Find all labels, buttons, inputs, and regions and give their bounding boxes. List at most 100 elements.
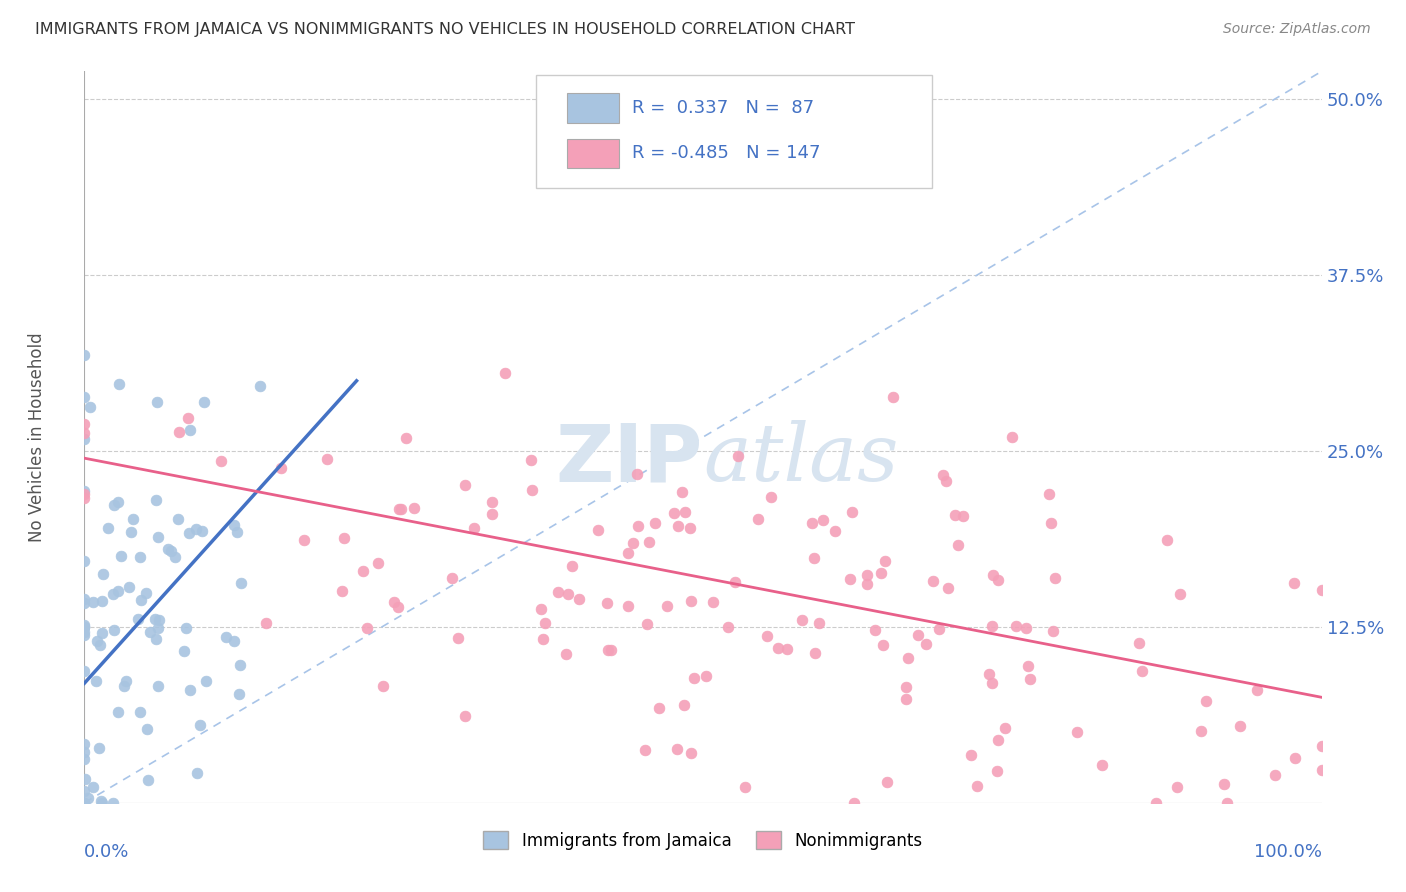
Point bbox=[1284, 750, 1306, 764]
Point bbox=[980, 676, 1002, 690]
Point bbox=[73, 484, 96, 499]
Point bbox=[1130, 664, 1153, 678]
Point bbox=[352, 564, 374, 578]
Point bbox=[755, 629, 778, 643]
Point bbox=[946, 537, 969, 551]
Point bbox=[194, 673, 217, 688]
Point bbox=[1038, 486, 1060, 500]
Point bbox=[824, 524, 846, 539]
Point bbox=[73, 491, 96, 505]
Point bbox=[915, 637, 938, 651]
Point bbox=[671, 485, 693, 500]
Point bbox=[73, 737, 96, 751]
Point bbox=[986, 764, 1008, 779]
Point bbox=[727, 450, 749, 464]
Point bbox=[129, 549, 152, 564]
Point bbox=[547, 584, 569, 599]
Point bbox=[1043, 571, 1066, 585]
Point bbox=[1282, 575, 1305, 590]
Point bbox=[882, 390, 904, 404]
Point bbox=[1246, 682, 1268, 697]
Point bbox=[666, 519, 689, 533]
Point bbox=[876, 774, 898, 789]
Point bbox=[73, 784, 96, 798]
Point bbox=[179, 423, 201, 437]
Point bbox=[626, 467, 648, 481]
Point bbox=[1001, 430, 1024, 444]
Point bbox=[228, 686, 250, 700]
Point bbox=[143, 612, 166, 626]
Point bbox=[139, 624, 162, 639]
Point bbox=[1091, 757, 1114, 772]
Point bbox=[983, 567, 1005, 582]
Point bbox=[167, 512, 190, 526]
Point bbox=[555, 648, 578, 662]
Point bbox=[404, 500, 426, 515]
Point bbox=[90, 796, 112, 810]
FancyBboxPatch shape bbox=[567, 138, 619, 168]
Point bbox=[73, 554, 96, 568]
Point bbox=[107, 583, 129, 598]
Point bbox=[657, 599, 679, 614]
Point bbox=[481, 494, 503, 508]
Point bbox=[596, 597, 619, 611]
Point bbox=[568, 591, 591, 606]
Point bbox=[856, 577, 879, 591]
Point bbox=[800, 516, 823, 531]
Point bbox=[454, 478, 477, 492]
Point bbox=[747, 511, 769, 525]
Point bbox=[120, 524, 142, 539]
Point bbox=[73, 620, 96, 634]
Point bbox=[534, 616, 557, 631]
Text: No Vehicles in Household: No Vehicles in Household bbox=[28, 332, 46, 542]
Point bbox=[118, 580, 141, 594]
Point bbox=[73, 796, 96, 810]
Point bbox=[617, 546, 640, 560]
Point bbox=[222, 517, 245, 532]
Point bbox=[1216, 796, 1239, 810]
Point bbox=[103, 624, 125, 638]
Point bbox=[775, 642, 797, 657]
Point bbox=[872, 638, 894, 652]
Point bbox=[897, 651, 920, 665]
Text: Source: ZipAtlas.com: Source: ZipAtlas.com bbox=[1223, 22, 1371, 37]
Point bbox=[977, 667, 1000, 681]
Point bbox=[73, 348, 96, 362]
Point bbox=[673, 505, 696, 519]
Point bbox=[586, 523, 609, 537]
Point bbox=[382, 595, 405, 609]
Point bbox=[356, 621, 378, 635]
Point bbox=[494, 367, 516, 381]
Point bbox=[855, 567, 877, 582]
Point bbox=[648, 701, 671, 715]
Point bbox=[561, 559, 583, 574]
Point bbox=[122, 512, 145, 526]
Point bbox=[717, 620, 740, 634]
Point bbox=[330, 584, 353, 599]
Point bbox=[101, 587, 124, 601]
Point bbox=[531, 632, 554, 646]
Point bbox=[520, 453, 543, 467]
Point bbox=[994, 721, 1017, 735]
Point bbox=[84, 674, 107, 689]
Point bbox=[148, 613, 170, 627]
Point bbox=[807, 616, 830, 631]
Point bbox=[146, 621, 169, 635]
Point bbox=[128, 705, 150, 719]
Point bbox=[136, 772, 159, 787]
Point bbox=[169, 425, 191, 440]
Point bbox=[841, 505, 863, 519]
Point bbox=[73, 752, 96, 766]
Point bbox=[766, 640, 789, 655]
Point bbox=[367, 556, 389, 570]
Point bbox=[136, 722, 159, 736]
Point bbox=[179, 683, 201, 698]
Point bbox=[191, 524, 214, 538]
Point bbox=[82, 595, 104, 609]
Point bbox=[73, 772, 96, 786]
Point bbox=[215, 631, 238, 645]
Point bbox=[1229, 719, 1251, 733]
Point bbox=[987, 573, 1010, 587]
Text: R = -0.485   N = 147: R = -0.485 N = 147 bbox=[633, 145, 821, 162]
Point bbox=[679, 521, 702, 535]
